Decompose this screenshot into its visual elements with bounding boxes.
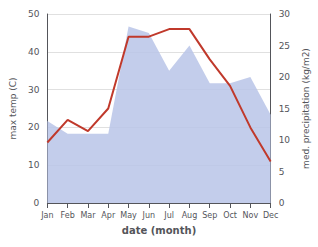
svg-text:Jun: Jun bbox=[142, 211, 156, 220]
svg-text:25: 25 bbox=[279, 41, 290, 51]
svg-text:max temp (C): max temp (C) bbox=[8, 77, 18, 139]
svg-text:Dec: Dec bbox=[263, 211, 278, 220]
svg-text:5: 5 bbox=[279, 167, 285, 177]
svg-text:15: 15 bbox=[279, 104, 290, 114]
svg-text:date (month): date (month) bbox=[122, 225, 196, 236]
svg-text:Oct: Oct bbox=[223, 211, 237, 220]
svg-text:Sep: Sep bbox=[202, 211, 217, 220]
svg-text:20: 20 bbox=[28, 122, 40, 132]
svg-text:med. precipitation (kg/m2): med. precipitation (kg/m2) bbox=[301, 48, 311, 169]
svg-text:20: 20 bbox=[279, 72, 291, 82]
svg-text:Jan: Jan bbox=[40, 211, 53, 220]
svg-text:10: 10 bbox=[28, 160, 40, 170]
svg-text:50: 50 bbox=[28, 9, 40, 19]
svg-text:30: 30 bbox=[28, 85, 40, 95]
svg-text:May: May bbox=[120, 211, 137, 220]
svg-text:0: 0 bbox=[279, 198, 285, 208]
svg-text:10: 10 bbox=[279, 135, 291, 145]
svg-text:Jul: Jul bbox=[163, 211, 174, 220]
svg-text:Nov: Nov bbox=[243, 211, 259, 220]
svg-text:Mar: Mar bbox=[80, 211, 96, 220]
svg-text:Aug: Aug bbox=[182, 211, 198, 220]
svg-text:40: 40 bbox=[28, 47, 40, 57]
svg-text:Feb: Feb bbox=[61, 211, 75, 220]
svg-text:0: 0 bbox=[34, 198, 40, 208]
svg-text:30: 30 bbox=[279, 9, 291, 19]
svg-text:Apr: Apr bbox=[101, 211, 116, 220]
